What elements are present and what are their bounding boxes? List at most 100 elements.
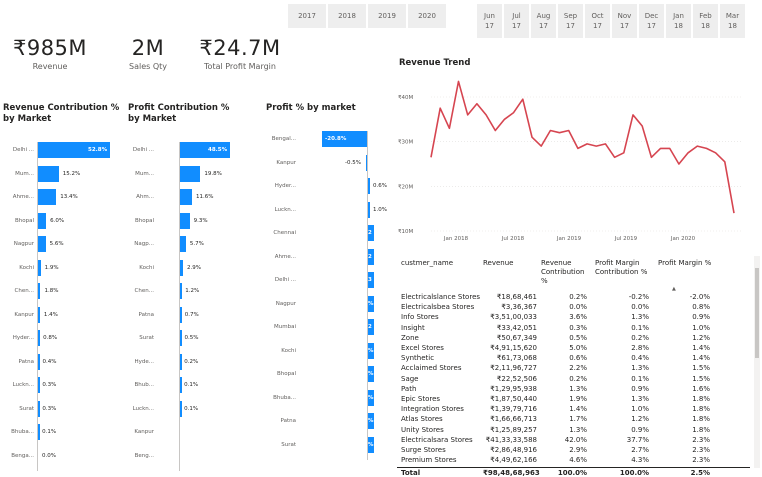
data-label: 5.6% xyxy=(49,241,64,247)
market-bar[interactable] xyxy=(180,259,183,276)
market-bar[interactable] xyxy=(38,330,40,346)
month-button[interactable]: Mar 18 xyxy=(720,4,745,38)
table-scrollbar[interactable] xyxy=(754,256,760,468)
year-button-2017[interactable]: 2017 xyxy=(288,4,326,28)
market-bar[interactable] xyxy=(368,201,370,218)
market-bar[interactable] xyxy=(38,189,57,205)
market-bar[interactable] xyxy=(38,306,40,323)
market-bar[interactable] xyxy=(365,154,367,171)
market-bar[interactable] xyxy=(322,131,367,147)
data-label: 48.5% xyxy=(208,147,228,153)
market-bar[interactable] xyxy=(368,178,370,194)
table-cell: Insight xyxy=(401,323,425,332)
market-bar[interactable] xyxy=(180,142,230,158)
month-button[interactable]: Jun 17 xyxy=(477,4,502,38)
market-bar[interactable] xyxy=(368,342,374,359)
market-bar[interactable] xyxy=(38,236,46,252)
table-cell: Unity Stores xyxy=(401,425,444,434)
market-bar[interactable] xyxy=(38,259,41,276)
kpi-label: Revenue xyxy=(32,62,68,71)
market-label: Bhopal xyxy=(276,371,296,377)
table-row[interactable]: Electricalsara Stores ₹41,33,33,588 42.0% 3… xyxy=(397,435,750,445)
market-bar[interactable] xyxy=(180,377,182,393)
market-bar[interactable] xyxy=(180,212,190,229)
profit_contrib-axis xyxy=(179,142,180,471)
table-row[interactable]: Surge Stores ₹2,86,48,916 2.9% 2.7% 2.3% xyxy=(397,445,750,455)
table-row[interactable]: Zone ₹50,67,349 0.5% 0.2% 1.2% xyxy=(397,333,750,343)
table-cell: 1.4% xyxy=(692,344,710,352)
year-button-2019[interactable]: 2019 xyxy=(368,4,406,28)
market-bar[interactable] xyxy=(38,424,40,440)
market-bar[interactable] xyxy=(368,413,374,429)
kpi-value: ₹985M xyxy=(12,36,88,60)
market-label: Nagpur xyxy=(275,300,296,307)
table-row[interactable]: Excel Stores ₹4,91,15,620 5.0% 2.8% 1.4% xyxy=(397,343,750,353)
month-year-label: 18 xyxy=(674,22,683,30)
table-row[interactable]: Epic Stores ₹1,87,50,440 1.9% 1.3% 1.8% xyxy=(397,394,750,404)
market-bar[interactable] xyxy=(38,377,40,393)
market-bar[interactable] xyxy=(368,436,374,453)
table-row[interactable]: Acclaimed Stores ₹2,11,96,727 2.2% 1.3% 1.5% xyxy=(397,363,750,373)
table-row[interactable]: Electricalslance Stores ₹18,68,461 0.2% -0.… xyxy=(397,292,750,302)
col-header-profit-contribution[interactable]: Profit Margin Contribution % xyxy=(595,259,648,276)
market-bar[interactable] xyxy=(38,165,59,182)
market-bar[interactable] xyxy=(180,306,182,323)
market-bar[interactable] xyxy=(368,389,374,406)
month-button[interactable]: Nov 17 xyxy=(612,4,637,38)
month-button[interactable]: Jan 18 xyxy=(666,4,691,38)
market-bar[interactable] xyxy=(368,366,374,382)
month-button[interactable]: Feb 18 xyxy=(693,4,718,38)
table-row[interactable]: Insight ₹33,42,051 0.3% 0.1% 1.0% xyxy=(397,323,750,333)
data-label: 11.6% xyxy=(195,194,214,200)
market-label: Bengal... xyxy=(271,136,296,142)
market-bar[interactable] xyxy=(368,319,374,335)
market-bar[interactable] xyxy=(180,165,201,182)
month-button[interactable]: Sep 17 xyxy=(558,4,583,38)
table-row[interactable]: Premium Stores ₹4,49,62,166 4.6% 4.3% 2.3% xyxy=(397,455,750,465)
data-label: 0.2% xyxy=(184,358,199,365)
month-button[interactable]: Jul 17 xyxy=(504,4,529,38)
month-button[interactable]: Oct 17 xyxy=(585,4,610,38)
month-button[interactable]: Dec 17 xyxy=(639,4,664,38)
table-row[interactable]: Sage ₹22,52,506 0.2% 0.1% 1.5% xyxy=(397,374,750,384)
data-label: % xyxy=(368,300,374,307)
table-row[interactable]: Info Stores ₹3,51,00,033 3.6% 1.3% 0.9% xyxy=(397,312,750,322)
col-header-revenue[interactable]: Revenue xyxy=(483,259,514,267)
table-row[interactable]: Electricalsbea Stores ₹3,36,367 0.0% 0.0% 0.… xyxy=(397,302,750,312)
market-bar[interactable] xyxy=(368,295,374,312)
col-header-profit-margin[interactable]: Profit Margin % xyxy=(658,259,712,267)
market-label: Patna xyxy=(280,418,296,424)
market-bar[interactable] xyxy=(368,248,374,265)
profit-contribution-title: Profit Contribution % by Market xyxy=(128,103,230,124)
market-bar[interactable] xyxy=(180,330,182,346)
revenue_contrib-axis xyxy=(37,142,38,471)
market-bar[interactable] xyxy=(38,353,40,370)
table-row[interactable]: Atlas Stores ₹1,66,66,713 1.7% 1.2% 1.8% xyxy=(397,414,750,424)
market-bar[interactable] xyxy=(38,283,41,299)
month-button[interactable]: Aug 17 xyxy=(531,4,556,38)
market-bar[interactable] xyxy=(38,212,47,229)
market-label: Mum... xyxy=(135,170,154,177)
market-bar[interactable] xyxy=(38,142,110,158)
table-row[interactable]: Path ₹1,29,95,938 1.3% 0.9% 1.6% xyxy=(397,384,750,394)
col-header-customer[interactable]: custmer_name xyxy=(401,259,454,267)
year-button-2018[interactable]: 2018 xyxy=(328,4,366,28)
table-row[interactable]: Integration Stores ₹1,39,79,716 1.4% 1.0% 1.… xyxy=(397,404,750,414)
market-bar[interactable] xyxy=(180,400,182,417)
market-bar[interactable] xyxy=(180,236,186,252)
month-label: Mar xyxy=(725,12,740,20)
table-row[interactable]: Unity Stores ₹1,25,89,257 1.3% 0.9% 1.8% xyxy=(397,425,750,435)
market-bar[interactable] xyxy=(180,353,182,370)
year-button-2020[interactable]: 2020 xyxy=(408,4,446,28)
market-bar[interactable] xyxy=(38,400,40,417)
table-row[interactable]: Synthetic ₹61,73,068 0.6% 0.4% 1.4% xyxy=(397,353,750,363)
table-scrollbar-thumb[interactable] xyxy=(755,268,759,358)
market-bar[interactable] xyxy=(180,283,182,299)
market-bar[interactable] xyxy=(368,225,374,241)
market-bar[interactable] xyxy=(180,189,192,205)
market-bar[interactable] xyxy=(368,272,374,288)
col-header-revenue-contribution[interactable]: Revenue Contribution % xyxy=(541,259,585,285)
sort-indicator-icon[interactable]: ▲ xyxy=(672,286,676,292)
kpi-label: Sales Qty xyxy=(128,62,167,71)
table-cell: Premium Stores xyxy=(401,456,457,465)
